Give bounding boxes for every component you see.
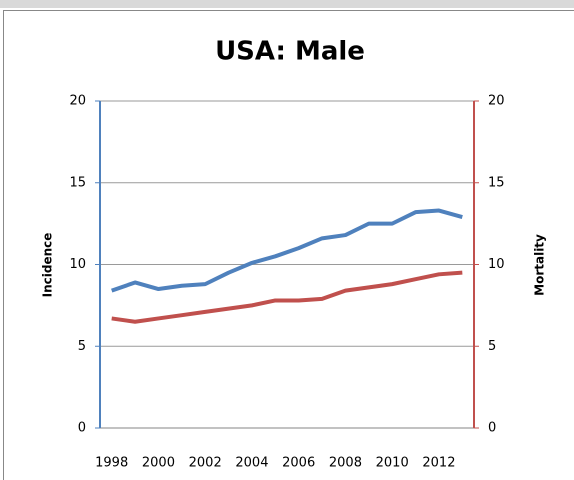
x-tick-label: 2010 <box>376 456 409 471</box>
y-tick-label: 5 <box>78 339 86 354</box>
y2-tick-label: 5 <box>488 339 496 354</box>
top-strip <box>0 0 574 8</box>
y-axis-label: Incidence <box>41 233 55 298</box>
y2-tick-label: 10 <box>488 257 505 272</box>
x-tick-label: 2004 <box>235 456 268 471</box>
y-tick-label: 10 <box>69 257 86 272</box>
x-tick-label: 2012 <box>422 456 455 471</box>
x-tick-label: 2006 <box>282 456 315 471</box>
y2-tick-label: 15 <box>488 175 505 190</box>
x-tick-label: 2000 <box>142 456 175 471</box>
x-tick-label: 2002 <box>189 456 222 471</box>
chart-title: USA: Male <box>215 37 365 67</box>
y-tick-label: 0 <box>78 421 86 436</box>
y2-tick-label: 0 <box>488 421 496 436</box>
line-series <box>111 270 463 324</box>
x-tick-label: 2008 <box>329 456 362 471</box>
y-tick-label: 20 <box>69 94 86 109</box>
line-series <box>111 208 463 293</box>
y2-axis-label: Mortality <box>533 234 547 296</box>
y-tick-label: 15 <box>69 175 86 190</box>
x-tick-label: 1998 <box>95 456 128 471</box>
chart-frame <box>3 10 574 480</box>
y2-tick-label: 20 <box>488 94 505 109</box>
